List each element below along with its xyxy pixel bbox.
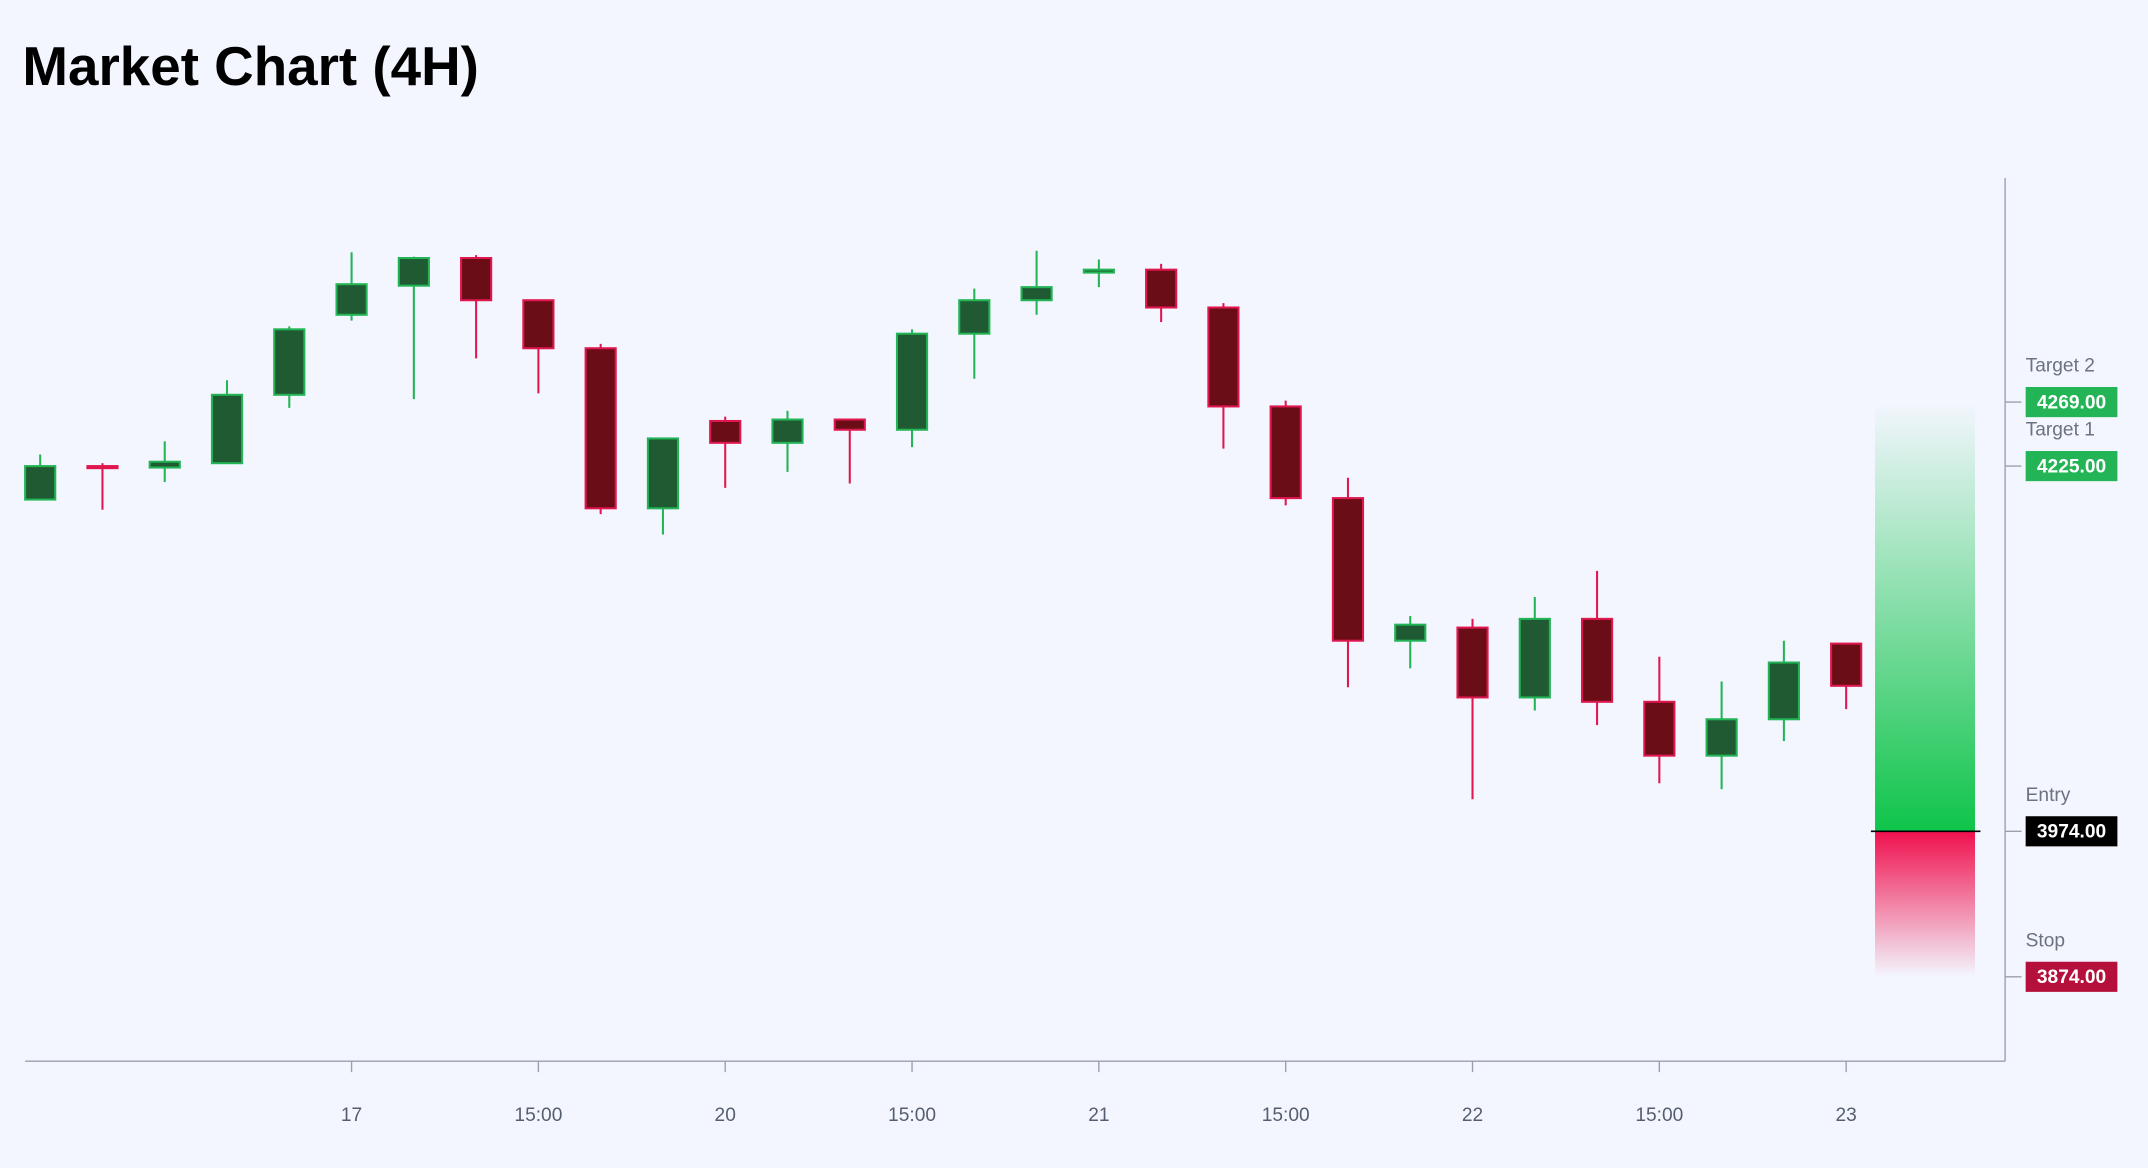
- target-zone: [1875, 402, 1975, 832]
- candle-body: [397, 257, 430, 287]
- level-name: Entry: [2026, 785, 2071, 806]
- candle-body: [1394, 623, 1427, 642]
- candle-body: [833, 418, 866, 431]
- candle-body: [771, 418, 804, 444]
- x-tick-label: 20: [715, 1105, 736, 1126]
- candle-body: [1456, 626, 1489, 699]
- x-tick-label: 15:00: [888, 1105, 936, 1126]
- candle-body: [1518, 617, 1551, 699]
- level-label: 4269.00: [2037, 393, 2106, 414]
- x-tick-label: 23: [1836, 1105, 1857, 1126]
- level-box: [2025, 816, 2118, 847]
- candle-body: [1705, 718, 1738, 757]
- x-tick-label: 22: [1462, 1105, 1483, 1126]
- level-name: Target 1: [2026, 420, 2095, 441]
- level-label: 3874.00: [2037, 967, 2106, 988]
- x-tick-label: 15:00: [1262, 1105, 1310, 1126]
- chart-title: Market Chart (4H): [22, 35, 478, 97]
- candle-body: [273, 328, 306, 396]
- candle-body: [1082, 268, 1115, 274]
- x-tick-label: 21: [1088, 1105, 1109, 1126]
- level-label: 4225.00: [2037, 457, 2106, 478]
- candle-body: [460, 257, 493, 302]
- candle-body: [1020, 286, 1053, 302]
- candle-body: [1643, 700, 1676, 757]
- level-label: 3974.00: [2037, 822, 2106, 843]
- candle-body: [646, 437, 680, 510]
- candle-body: [1145, 268, 1178, 309]
- candle-body: [1207, 306, 1240, 408]
- candle-body: [522, 299, 555, 350]
- candle-body: [1830, 642, 1863, 687]
- candle-body: [24, 465, 57, 501]
- level-box: [2025, 451, 2118, 482]
- candle-body: [335, 283, 368, 316]
- candle-body: [1580, 617, 1614, 703]
- candle-body: [709, 419, 742, 444]
- x-tick-label: 17: [341, 1105, 362, 1126]
- candle-body: [1269, 405, 1302, 500]
- level-name: Target 2: [2026, 356, 2095, 377]
- candle-body: [86, 465, 119, 470]
- candle-body: [958, 299, 991, 335]
- candle-body: [148, 460, 181, 469]
- candle-body: [210, 393, 244, 465]
- candle-body: [1331, 497, 1365, 642]
- level-name: Stop: [2026, 930, 2065, 951]
- x-tick-label: 15:00: [514, 1105, 562, 1126]
- candle-body: [584, 347, 617, 510]
- stop-zone: [1875, 831, 1975, 977]
- candle-body: [1767, 661, 1800, 721]
- x-tick-label: 15:00: [1635, 1105, 1683, 1126]
- candle-body: [895, 332, 929, 431]
- level-box: [2025, 387, 2118, 418]
- level-box: [2025, 961, 2118, 992]
